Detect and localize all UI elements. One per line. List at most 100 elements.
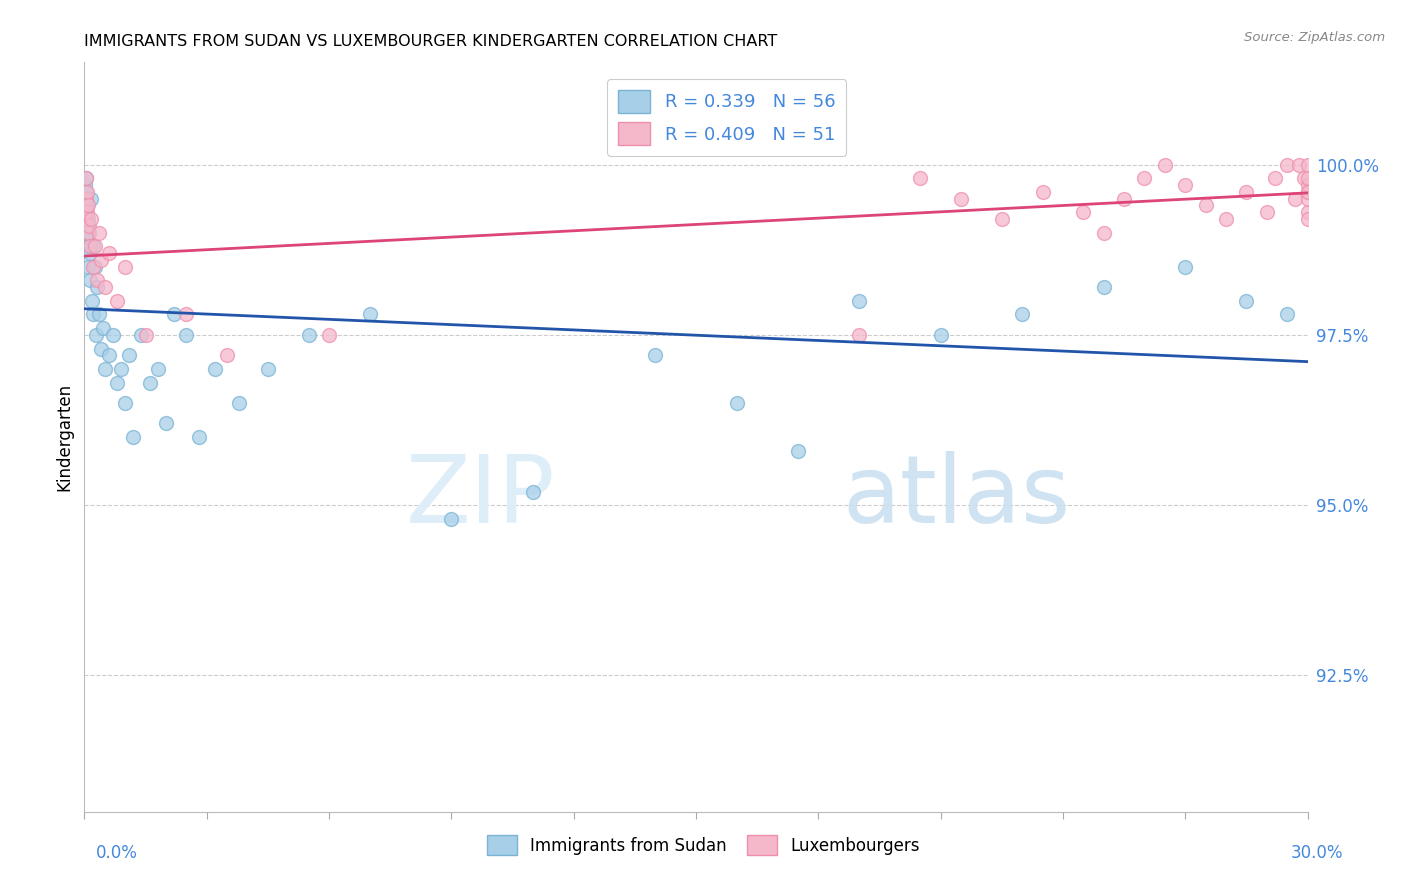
Point	[1092, 280, 1115, 294]
Point	[131, 327, 153, 342]
Point	[76, 185, 98, 199]
Point	[82, 239, 104, 253]
Point	[90, 342, 112, 356]
Legend: R = 0.339   N = 56, R = 0.409   N = 51: R = 0.339 N = 56, R = 0.409 N = 51	[607, 79, 846, 156]
Point	[522, 484, 544, 499]
Point	[87, 308, 110, 322]
Point	[80, 192, 103, 206]
Point	[1277, 158, 1299, 172]
Point	[105, 293, 128, 308]
Point	[1296, 212, 1319, 227]
Point	[1236, 293, 1258, 308]
Point	[228, 396, 250, 410]
Point	[97, 348, 120, 362]
Point	[101, 327, 124, 342]
Point	[76, 226, 98, 240]
Point	[163, 308, 186, 322]
Text: 0.0%: 0.0%	[96, 844, 138, 862]
Point	[848, 293, 870, 308]
Point	[77, 239, 100, 253]
Point	[91, 321, 114, 335]
Point	[77, 260, 100, 274]
Point	[257, 362, 280, 376]
Point	[84, 327, 107, 342]
Point	[1032, 185, 1054, 199]
Point	[1174, 260, 1197, 274]
Point	[93, 362, 115, 376]
Point	[318, 327, 340, 342]
Point	[644, 348, 666, 362]
Legend: Immigrants from Sudan, Luxembourgers: Immigrants from Sudan, Luxembourgers	[479, 829, 927, 862]
Point	[80, 293, 103, 308]
Point	[1296, 185, 1319, 199]
Point	[1174, 178, 1197, 192]
Point	[1011, 308, 1033, 322]
Point	[76, 219, 98, 233]
Point	[1288, 158, 1310, 172]
Point	[187, 430, 209, 444]
Point	[1284, 192, 1306, 206]
Point	[90, 252, 112, 267]
Point	[1195, 198, 1218, 212]
Point	[79, 246, 101, 260]
Point	[86, 273, 108, 287]
Text: atlas: atlas	[842, 451, 1071, 543]
Point	[440, 512, 463, 526]
Point	[75, 171, 97, 186]
Point	[359, 308, 381, 322]
Point	[83, 239, 105, 253]
Point	[75, 178, 97, 192]
Point	[174, 327, 197, 342]
Point	[97, 246, 120, 260]
Point	[991, 212, 1014, 227]
Point	[75, 192, 97, 206]
Point	[298, 327, 321, 342]
Point	[75, 192, 97, 206]
Point	[105, 376, 128, 390]
Point	[75, 185, 97, 199]
Point	[135, 327, 157, 342]
Point	[77, 219, 100, 233]
Point	[76, 226, 98, 240]
Point	[848, 327, 870, 342]
Point	[155, 417, 177, 431]
Point	[1073, 205, 1095, 219]
Point	[1296, 205, 1319, 219]
Point	[93, 280, 115, 294]
Point	[82, 260, 104, 274]
Text: ZIP: ZIP	[406, 451, 555, 543]
Point	[79, 239, 101, 253]
Point	[1264, 171, 1286, 186]
Point	[79, 273, 101, 287]
Point	[83, 260, 105, 274]
Point	[118, 348, 141, 362]
Point	[950, 192, 973, 206]
Point	[217, 348, 239, 362]
Point	[910, 171, 932, 186]
Point	[1296, 192, 1319, 206]
Point	[1092, 226, 1115, 240]
Point	[1296, 171, 1319, 186]
Point	[77, 226, 100, 240]
Point	[1277, 308, 1299, 322]
Point	[122, 430, 145, 444]
Point	[114, 260, 136, 274]
Point	[204, 362, 226, 376]
Y-axis label: Kindergarten: Kindergarten	[55, 383, 73, 491]
Point	[725, 396, 748, 410]
Point	[787, 443, 810, 458]
Point	[110, 362, 132, 376]
Text: IMMIGRANTS FROM SUDAN VS LUXEMBOURGER KINDERGARTEN CORRELATION CHART: IMMIGRANTS FROM SUDAN VS LUXEMBOURGER KI…	[84, 34, 778, 49]
Point	[75, 212, 97, 227]
Point	[75, 171, 97, 186]
Point	[1296, 185, 1319, 199]
Point	[146, 362, 169, 376]
Point	[1215, 212, 1237, 227]
Point	[1114, 192, 1136, 206]
Point	[1296, 178, 1319, 192]
Point	[76, 205, 98, 219]
Point	[76, 198, 98, 212]
Point	[1296, 158, 1319, 172]
Point	[1154, 158, 1177, 172]
Text: 30.0%: 30.0%	[1291, 844, 1343, 862]
